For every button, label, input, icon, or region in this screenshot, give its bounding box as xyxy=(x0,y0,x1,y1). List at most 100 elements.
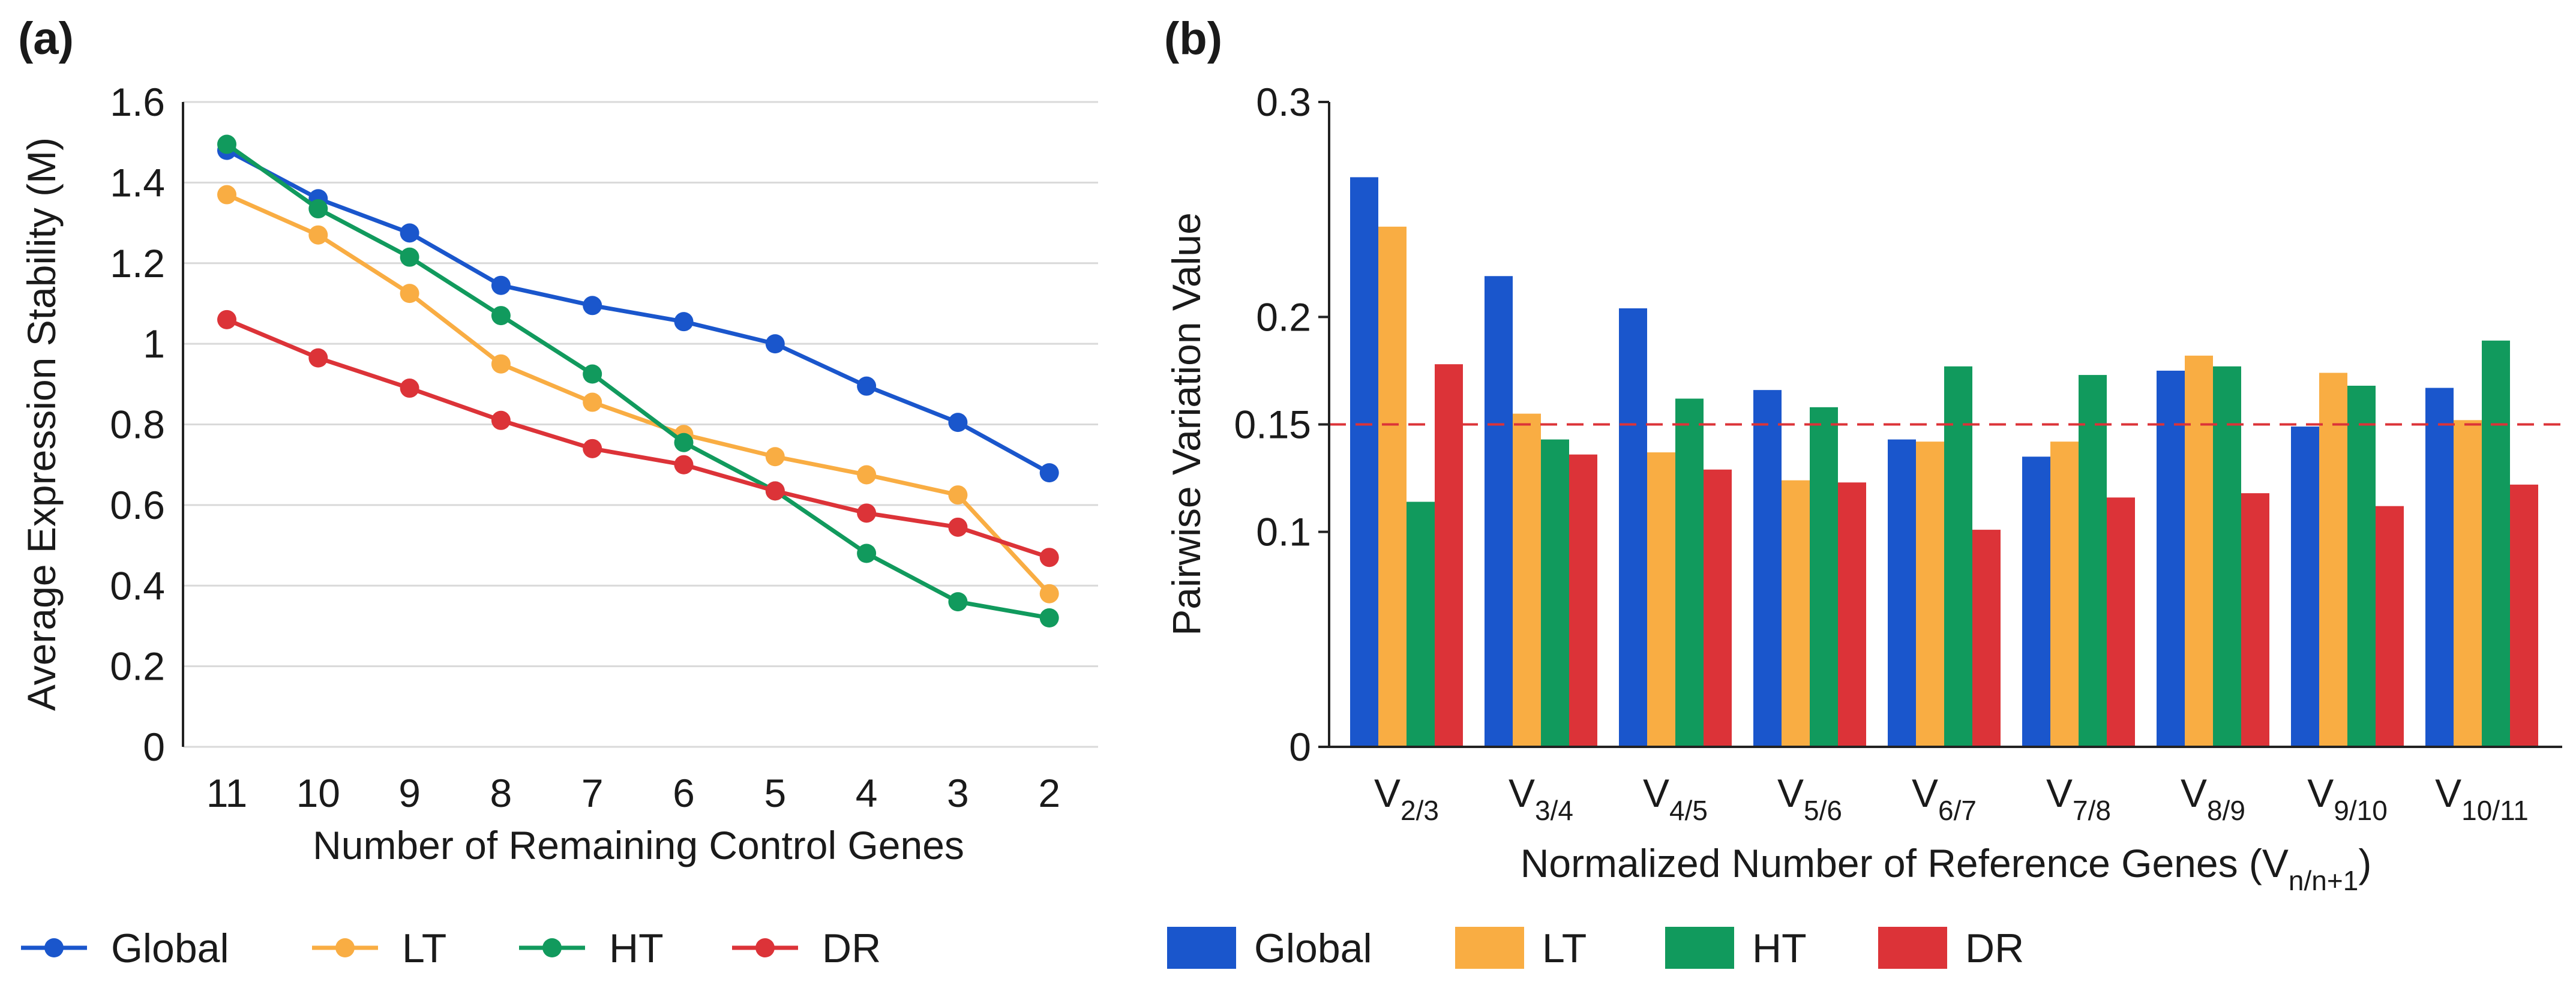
bar-global xyxy=(1485,276,1513,747)
legend-marker-ht xyxy=(542,938,562,957)
panel-a-x-tick-label: 2 xyxy=(1038,771,1060,815)
bar-lt xyxy=(1782,480,1810,747)
panel-a-y-tick-label: 0 xyxy=(143,725,165,769)
panel-a-x-tick-labels: 11 10 9 8 7 6 5 4 3 2 xyxy=(206,771,1060,815)
bar-dr xyxy=(2376,506,2404,747)
series-line-dr xyxy=(226,317,1050,560)
bar-lt xyxy=(1647,452,1675,747)
data-point-ht xyxy=(491,306,511,326)
bar-lt xyxy=(2185,355,2213,747)
panel-a-x-tick-label: 6 xyxy=(673,771,695,815)
bar-global xyxy=(2425,388,2454,747)
legend-item-global: Global xyxy=(21,926,229,971)
panel-b-y-axis-title: Pairwise Variation Value xyxy=(1164,212,1208,636)
data-point-global xyxy=(491,275,511,295)
bar-global xyxy=(2022,457,2050,747)
panel-a-gridlines xyxy=(183,101,1098,748)
data-point-lt xyxy=(948,485,968,505)
data-point-dr xyxy=(674,455,694,475)
panel-a-x-tick-label: 11 xyxy=(206,771,248,815)
legend-label-dr: DR xyxy=(1965,926,2024,971)
data-point-global xyxy=(948,413,968,433)
panel-a-x-tick-label: 8 xyxy=(490,771,512,815)
bar-dr xyxy=(1704,469,1732,747)
data-point-dr xyxy=(948,517,968,537)
legend-marker-global xyxy=(44,938,64,957)
data-point-lt xyxy=(491,354,511,374)
bar-dr xyxy=(2241,493,2269,747)
data-point-lt xyxy=(1039,584,1059,603)
bar-dr xyxy=(1972,530,2001,747)
data-point-global xyxy=(765,334,785,354)
panel-b-x-tick-label: V3/4 xyxy=(1509,771,1573,826)
bar-lt xyxy=(2454,420,2482,747)
bar-ht xyxy=(2347,386,2376,747)
bar-lt xyxy=(2319,373,2347,747)
bar-group-v-10-11 xyxy=(2425,340,2538,747)
panel-a-x-tick-label: 3 xyxy=(947,771,969,815)
series-dr xyxy=(217,310,1059,567)
panel-b-x-tick-labels: V2/3 V3/4 V4/5 V5/6 V6/7 V7/8 V8/9 V9/10 V10/11 xyxy=(1374,771,2529,826)
data-point-lt xyxy=(400,284,419,304)
data-point-dr xyxy=(400,379,419,398)
bar-ht xyxy=(1407,501,1435,747)
series-lt xyxy=(217,185,1059,603)
legend-marker-dr xyxy=(755,938,775,957)
bar-group-v-8-9 xyxy=(2157,355,2269,747)
legend-label-global: Global xyxy=(111,926,229,971)
data-point-ht xyxy=(1039,608,1059,627)
series-global xyxy=(217,140,1059,483)
bar-group-v-9-10 xyxy=(2291,373,2404,747)
panel-a-y-tick-label: 1.4 xyxy=(110,160,165,205)
panel-b-x-tick-label: V2/3 xyxy=(1374,771,1439,826)
bar-ht xyxy=(2482,340,2510,747)
legend-item-ht: HT xyxy=(1665,926,1807,971)
panel-b-x-tick-label: V8/9 xyxy=(2181,771,2245,826)
bar-global xyxy=(1619,308,1647,747)
legend-label-global: Global xyxy=(1254,926,1372,971)
panel-b-label: (b) xyxy=(1164,13,1222,64)
panel-a-y-axis-title: Average Expression Stability (M) xyxy=(19,137,64,711)
bar-dr xyxy=(1838,482,1866,747)
data-point-ht xyxy=(857,543,877,563)
bar-dr xyxy=(2510,484,2538,747)
panel-a-line-chart: (a) 0 0.2 0.4 0.6 0.8 1 1.2 1.4 1.6 11 10 9 8 7 6 5 4 3 2… xyxy=(18,13,1098,971)
bar-global xyxy=(1753,390,1782,747)
panel-a-y-tick-label: 0.2 xyxy=(110,644,165,689)
panel-b-y-tick-label: 0.3 xyxy=(1256,80,1311,124)
panel-b-y-tick-labels: 0 0.1 0.15 0.2 0.3 xyxy=(1234,80,1329,769)
legend-label-ht: HT xyxy=(609,926,664,971)
bar-global xyxy=(1888,439,1916,747)
data-point-global xyxy=(1039,463,1059,483)
panel-a-x-tick-label: 9 xyxy=(398,771,421,815)
data-point-global xyxy=(400,223,419,243)
panel-a-x-tick-label: 7 xyxy=(581,771,604,815)
panel-b-x-tick-label: V7/8 xyxy=(2046,771,2111,826)
panel-a-x-tick-label: 10 xyxy=(296,771,340,815)
bar-ht xyxy=(1675,398,1704,747)
bar-dr xyxy=(1569,454,1597,747)
bar-dr xyxy=(1435,364,1463,747)
bar-ht xyxy=(2213,366,2241,747)
bar-ht xyxy=(1810,407,1838,747)
panel-b-x-tick-label: V6/7 xyxy=(1912,771,1977,826)
panel-b-y-tick-label: 0.1 xyxy=(1256,510,1311,554)
data-point-global xyxy=(857,376,877,396)
panel-b-bars xyxy=(1350,177,2538,747)
legend-label-dr: DR xyxy=(822,926,881,971)
legend-swatch-global xyxy=(1167,927,1236,969)
legend-item-ht: HT xyxy=(519,926,664,971)
panel-a-y-tick-label: 1.6 xyxy=(110,80,165,124)
legend-marker-lt xyxy=(335,938,355,957)
panel-a-y-tick-labels: 0 0.2 0.4 0.6 0.8 1 1.2 1.4 1.6 xyxy=(110,80,165,769)
panel-a-y-tick-label: 1 xyxy=(143,322,165,366)
data-point-lt xyxy=(308,225,328,245)
data-point-global xyxy=(674,312,694,332)
data-point-dr xyxy=(765,481,785,501)
panel-a-y-tick-label: 0.6 xyxy=(110,483,165,527)
bar-dr xyxy=(2107,497,2135,747)
data-point-dr xyxy=(1039,548,1059,567)
legend-label-lt: LT xyxy=(402,926,446,971)
panel-b-y-tick-label: 0.2 xyxy=(1256,295,1311,339)
legend-item-dr: DR xyxy=(1878,926,2024,971)
